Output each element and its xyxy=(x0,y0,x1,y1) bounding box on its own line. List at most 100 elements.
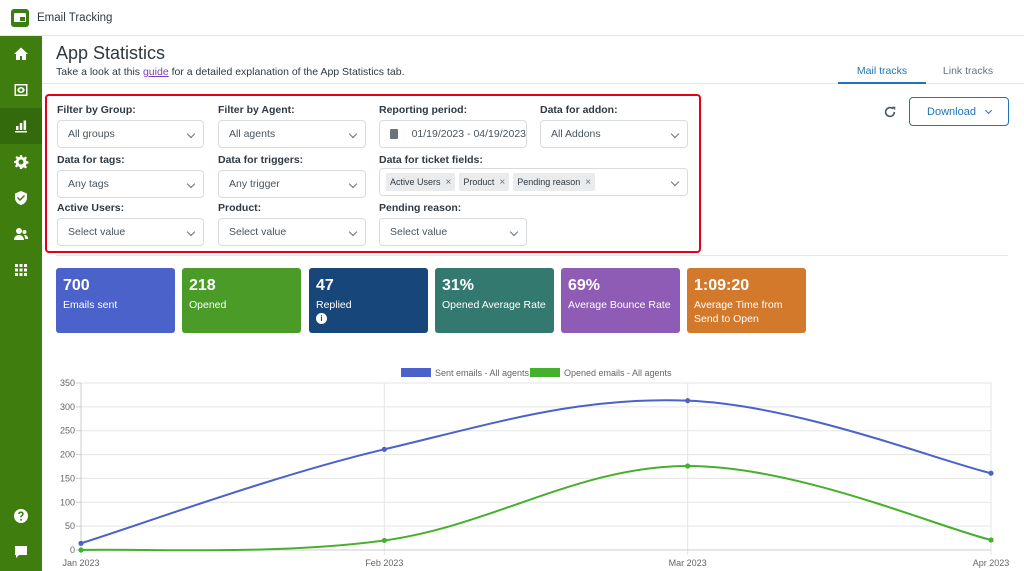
reporting-period-picker[interactable]: 01/19/2023 - 04/19/2023 xyxy=(379,120,527,148)
refresh-button[interactable] xyxy=(880,102,900,122)
chevron-down-icon xyxy=(348,179,358,189)
series-line xyxy=(80,465,992,552)
legend-label: Opened emails - All agents xyxy=(564,368,672,378)
product-label: Product: xyxy=(218,202,262,214)
chart-svg: 0 50 100 150 200 250 300 350 Jan 2023 Feb 2023 Mar… xyxy=(60,368,1009,568)
filter-group-label: Filter by Group: xyxy=(57,104,136,116)
filters-panel: Filter by Group: All groups Filter by Ag… xyxy=(45,94,701,253)
ticket-fields-label: Data for ticket fields: xyxy=(379,154,483,166)
download-button[interactable]: Download xyxy=(909,97,1009,126)
x-tick-label: Mar 2023 xyxy=(669,558,707,568)
guide-link[interactable]: guide xyxy=(142,66,169,78)
filter-group-value: All groups xyxy=(68,128,115,140)
close-icon[interactable]: × xyxy=(585,176,592,188)
series-line xyxy=(80,399,992,545)
product-select[interactable]: Select value xyxy=(218,218,366,246)
filter-group-select[interactable]: All groups xyxy=(57,120,204,148)
download-label: Download xyxy=(927,105,976,118)
legend-swatch xyxy=(530,368,560,377)
filter-agent-label: Filter by Agent: xyxy=(218,104,295,116)
tags-select[interactable]: Any tags xyxy=(57,170,204,198)
chevron-down-icon xyxy=(670,129,680,139)
chip-product[interactable]: Product × xyxy=(459,173,510,191)
shield-icon[interactable] xyxy=(0,180,42,216)
stat-label: Average Bounce Rate xyxy=(568,299,671,311)
pending-reason-value: Select value xyxy=(390,226,448,238)
addon-value: All Addons xyxy=(551,128,601,140)
x-tick-label: Feb 2023 xyxy=(365,558,403,568)
page-title: App Statistics xyxy=(56,43,166,63)
chevron-down-icon xyxy=(984,106,992,114)
emails-line-chart: 0 50 100 150 200 250 300 350 Jan 2023 Feb 2023 Mar… xyxy=(44,362,1024,571)
stat-value: 69% xyxy=(568,277,601,294)
stat-label: Replied xyxy=(316,299,352,311)
x-tick-label: Jan 2023 xyxy=(62,558,99,568)
data-point xyxy=(988,470,994,476)
chat-icon[interactable] xyxy=(0,534,42,570)
ticket-fields-multiselect[interactable]: Active Users × Product × Pending reason × xyxy=(379,168,688,196)
eye-icon[interactable] xyxy=(0,72,42,108)
chip-active-users[interactable]: Active Users × xyxy=(386,173,456,191)
stat-label: Opened Average Rate xyxy=(442,299,546,311)
stat-value: 1:09:20 xyxy=(694,277,750,294)
stat-card-replied: 47 Replied i xyxy=(309,268,428,333)
triggers-value: Any trigger xyxy=(229,178,280,190)
tab-mail-tracks[interactable]: Mail tracks xyxy=(838,65,926,84)
apps-grid-icon[interactable] xyxy=(0,252,42,288)
chip-pending-reason[interactable]: Pending reason × xyxy=(513,173,596,191)
y-tick-label: 100 xyxy=(60,497,75,507)
reporting-period-label: Reporting period: xyxy=(379,104,468,116)
data-point xyxy=(381,537,387,544)
active-users-select[interactable]: Select value xyxy=(57,218,204,246)
legend-label: Sent emails - All agents xyxy=(435,368,530,378)
product-value: Select value xyxy=(229,226,287,238)
stat-card-opened-average-rate: 31% Opened Average Rate xyxy=(435,268,554,333)
divider xyxy=(56,255,1008,256)
stat-value: 700 xyxy=(63,277,90,294)
stat-label: Average Time from Send to Open xyxy=(694,299,783,325)
refresh-icon xyxy=(884,106,896,118)
filter-agent-select[interactable]: All agents xyxy=(218,120,366,148)
addon-select[interactable]: All Addons xyxy=(540,120,688,148)
tags-value: Any tags xyxy=(68,178,109,190)
sidebar xyxy=(0,36,42,571)
subtitle-text-start: Take a look at this xyxy=(56,66,143,78)
chevron-down-icon xyxy=(509,227,519,237)
data-point xyxy=(685,463,691,469)
data-point xyxy=(685,398,691,404)
triggers-select[interactable]: Any trigger xyxy=(218,170,366,198)
pending-reason-label: Pending reason: xyxy=(379,202,462,214)
stat-value: 218 xyxy=(189,277,216,294)
y-tick-label: 350 xyxy=(60,378,75,388)
stat-card-average-bounce-rate: 69% Average Bounce Rate xyxy=(561,268,680,333)
stat-value: 31% xyxy=(442,277,475,294)
calendar-icon xyxy=(390,129,398,139)
chip-label: Pending reason xyxy=(517,177,581,187)
chevron-down-icon xyxy=(186,129,196,139)
page-subtitle: Take a look at this guide for a detailed… xyxy=(56,66,405,78)
chip-label: Product xyxy=(463,177,495,187)
stat-label: Emails sent xyxy=(63,299,118,311)
help-icon[interactable] xyxy=(0,498,42,534)
close-icon[interactable]: × xyxy=(445,176,452,188)
chip-label: Active Users xyxy=(390,177,441,187)
chevron-down-icon xyxy=(348,129,358,139)
triggers-label: Data for triggers: xyxy=(218,154,304,166)
data-point xyxy=(988,537,994,543)
chevron-down-icon xyxy=(186,179,196,189)
y-tick-label: 200 xyxy=(60,450,75,460)
filter-agent-value: All agents xyxy=(229,128,276,140)
y-tick-label: 300 xyxy=(60,402,75,412)
tab-link-tracks[interactable]: Link tracks xyxy=(942,65,994,77)
gear-icon[interactable] xyxy=(0,144,42,180)
close-icon[interactable]: × xyxy=(499,176,506,188)
pending-reason-select[interactable]: Select value xyxy=(379,218,527,246)
reporting-period-value: 01/19/2023 - 04/19/2023 xyxy=(411,128,526,140)
chevron-down-icon xyxy=(670,177,680,187)
stat-card-opened: 218 Opened xyxy=(182,268,301,333)
bar-chart-icon[interactable] xyxy=(0,108,42,144)
info-icon[interactable]: i xyxy=(316,313,327,324)
home-icon[interactable] xyxy=(0,36,42,72)
users-icon[interactable] xyxy=(0,216,42,252)
subtitle-text-end: for a detailed explanation of the App St… xyxy=(168,66,405,78)
